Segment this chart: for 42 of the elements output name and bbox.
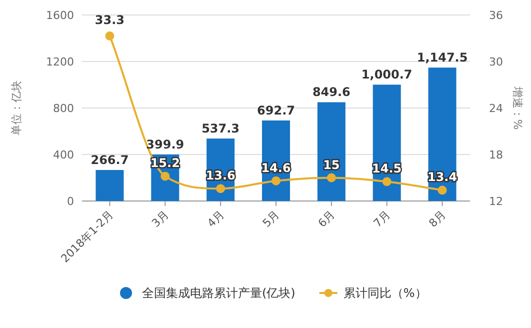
x-tick-label: 6月 [316, 208, 338, 230]
data-label: 14.5 [372, 162, 402, 176]
y2-tick-label: 12 [489, 195, 503, 208]
x-tick-label: 3月 [149, 208, 172, 230]
point [326, 173, 336, 182]
point [438, 186, 447, 195]
point [216, 184, 226, 194]
bar [317, 102, 346, 201]
y2-tick-label: 36 [489, 9, 503, 22]
data-label: 13.4 [427, 170, 458, 184]
x-tick-label: 8月 [426, 208, 448, 230]
x-tick-label: 4月 [204, 208, 227, 230]
data-label: 1,147.5 [416, 50, 468, 65]
y-tick-label: 400 [53, 148, 74, 162]
point [272, 176, 280, 186]
y-axis-title: 单位：亿块 [10, 80, 23, 136]
y2-tick-label: 18 [489, 148, 503, 162]
point [160, 172, 170, 181]
point [105, 31, 114, 40]
y-tick-label: 1600 [46, 9, 74, 22]
x-tick-label: 7月 [371, 208, 393, 230]
legend-label: 累计同比（%） [343, 286, 427, 300]
y-tick-label: 0 [67, 195, 74, 208]
bar [372, 84, 401, 201]
data-label: 33.3 [94, 12, 125, 27]
x-tick-label: 5月 [260, 208, 282, 230]
data-label: 537.3 [202, 122, 240, 136]
data-label: 399.9 [146, 138, 184, 152]
y2-tick-label: 30 [489, 56, 503, 68]
point [382, 177, 392, 186]
data-label: 266.7 [90, 152, 129, 167]
bar [96, 170, 124, 201]
y2-tick-label: 24 [489, 102, 503, 115]
data-label: 1,000.7 [361, 68, 412, 82]
data-label: 15 [323, 158, 340, 172]
y2-axis-title: 增速：% [511, 85, 524, 130]
bar [428, 68, 456, 201]
data-label: 849.6 [312, 85, 350, 100]
data-label: 692.7 [257, 103, 295, 118]
legend-label: 全国集成电路累计产量(亿块) [142, 286, 296, 300]
y-tick-label: 1200 [46, 56, 74, 68]
y-tick-label: 800 [53, 102, 74, 115]
